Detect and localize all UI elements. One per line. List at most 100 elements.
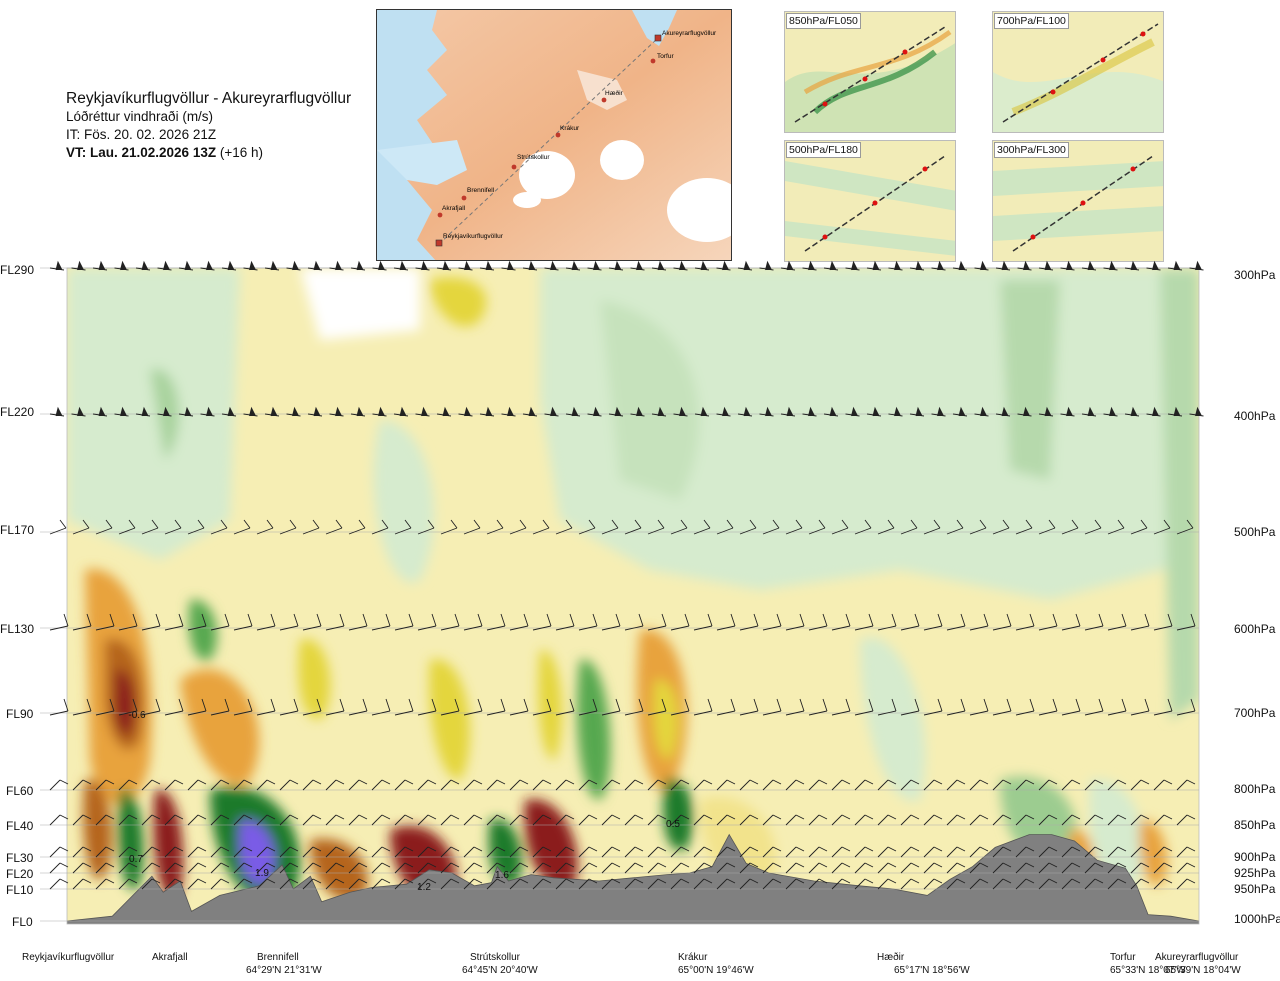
wind-barb bbox=[1061, 613, 1081, 631]
wind-barb bbox=[866, 260, 882, 271]
wind-barb bbox=[415, 260, 430, 271]
wind-barb bbox=[440, 878, 460, 890]
wind-barb bbox=[900, 862, 920, 874]
wind-barb bbox=[325, 779, 345, 791]
waypoint-akrafjall-name: Akrafjall bbox=[152, 952, 188, 963]
wind-barb bbox=[187, 779, 207, 791]
wind-barb bbox=[946, 814, 966, 826]
wind-barb bbox=[49, 814, 69, 826]
wind-barb bbox=[877, 878, 897, 890]
wind-barb bbox=[210, 878, 230, 890]
hpa-label-950: 950hPa bbox=[1234, 882, 1276, 896]
wind-barb bbox=[969, 846, 989, 858]
wind-barb bbox=[187, 613, 207, 631]
value-label: 0.5 bbox=[666, 819, 680, 830]
wind-barb bbox=[479, 260, 495, 271]
wind-barb bbox=[72, 779, 92, 791]
wind-barb bbox=[279, 519, 297, 535]
wind-barb bbox=[486, 878, 506, 890]
wind-barb bbox=[440, 814, 460, 826]
wind-barb bbox=[1107, 814, 1127, 826]
wind-barb bbox=[1061, 698, 1081, 716]
wind-barb bbox=[693, 519, 711, 535]
wind-barb bbox=[716, 260, 731, 271]
vertical-velocity-field bbox=[67, 268, 1199, 924]
wind-barb bbox=[854, 878, 874, 890]
wind-barb bbox=[348, 814, 368, 826]
map-places: Akureyrarflugvöllur Torfur Hæðir Krákur … bbox=[435, 30, 717, 247]
wind-barb bbox=[479, 406, 495, 417]
wind-barb bbox=[329, 260, 344, 271]
panel-850[interactable]: 850hPa/FL050 bbox=[784, 11, 956, 133]
wind-barb bbox=[946, 862, 966, 874]
wind-barb bbox=[95, 878, 115, 890]
wind-barb bbox=[1015, 878, 1035, 890]
wind-barb bbox=[187, 878, 207, 890]
wind-barb bbox=[348, 613, 368, 631]
wind-barb bbox=[946, 779, 966, 791]
wind-barb bbox=[157, 406, 172, 417]
wind-barb bbox=[1015, 519, 1033, 535]
wind-barb bbox=[969, 814, 989, 826]
wind-barb bbox=[877, 814, 897, 826]
wind-barb bbox=[900, 846, 920, 858]
wind-barb bbox=[555, 878, 575, 890]
value-label: -0.6 bbox=[128, 710, 146, 721]
wind-barb bbox=[256, 862, 276, 874]
waypoint-krakur-coord: 65°00'N 19°46'W bbox=[678, 965, 754, 976]
wind-barb bbox=[854, 613, 874, 631]
waypoint-brennifell: Brennifell 64°29'N 21°31'W bbox=[246, 951, 322, 977]
wind-barb bbox=[372, 406, 387, 417]
wind-barb bbox=[952, 406, 968, 417]
panel-700[interactable]: 700hPa/FL100 bbox=[992, 11, 1164, 133]
wind-barb bbox=[931, 260, 946, 271]
wind-barb bbox=[114, 260, 129, 271]
wind-barb bbox=[1038, 846, 1058, 858]
wind-barb bbox=[694, 406, 710, 417]
wind-barb bbox=[92, 406, 108, 417]
map-label-torfur: Torfur bbox=[657, 53, 674, 60]
wind-barb bbox=[1146, 406, 1161, 417]
wind-barb bbox=[371, 519, 389, 535]
value-label: 0.7 bbox=[129, 854, 143, 865]
wind-barb bbox=[210, 862, 230, 874]
wind-barb bbox=[785, 846, 805, 858]
wind-barb bbox=[1038, 260, 1054, 271]
wind-barb bbox=[716, 846, 736, 858]
wind-barb bbox=[831, 698, 851, 716]
wind-barb bbox=[135, 260, 151, 271]
parameter-label: Lóðréttur vindhraði (m/s) bbox=[66, 109, 214, 124]
wind-barb bbox=[72, 846, 92, 858]
map-label-brennifell: Brennifell bbox=[467, 187, 495, 194]
wind-barb bbox=[118, 878, 138, 890]
glacier-2 bbox=[600, 140, 644, 180]
panel-500[interactable]: 500hPa/FL180 bbox=[784, 140, 956, 262]
valid-time-main: VT: Lau. 21.02.2026 13Z bbox=[66, 145, 217, 160]
wind-barb bbox=[831, 878, 851, 890]
map-label-akrafjall: Akrafjall bbox=[442, 205, 466, 212]
map-airport-akureyri bbox=[654, 34, 662, 42]
waypoint-akrafjall: Akrafjall bbox=[152, 951, 188, 964]
wind-barb bbox=[302, 519, 320, 535]
wind-barb bbox=[888, 406, 903, 417]
wind-barb bbox=[969, 613, 989, 631]
hpa-label-850: 850hPa bbox=[1234, 818, 1276, 832]
wind-barb bbox=[877, 846, 897, 858]
fl-label-fl290: FL290 bbox=[0, 263, 35, 277]
fl-label-fl0: FL0 bbox=[12, 915, 33, 929]
wind-barb bbox=[647, 698, 667, 716]
wind-barb bbox=[210, 846, 230, 858]
wind-barb bbox=[371, 814, 391, 826]
wind-barb bbox=[1081, 406, 1097, 417]
wind-barb bbox=[1130, 878, 1150, 890]
wind-barb bbox=[486, 698, 506, 716]
wind-barb bbox=[302, 862, 322, 874]
wind-barb bbox=[302, 613, 322, 631]
panel-300[interactable]: 300hPa/FL300 bbox=[992, 140, 1164, 262]
wind-barb bbox=[509, 519, 527, 535]
wind-barb bbox=[1061, 862, 1081, 874]
wind-barb bbox=[630, 260, 645, 271]
map-point-krakur bbox=[555, 132, 561, 138]
wind-barb bbox=[785, 814, 805, 826]
wind-barb bbox=[279, 779, 299, 791]
